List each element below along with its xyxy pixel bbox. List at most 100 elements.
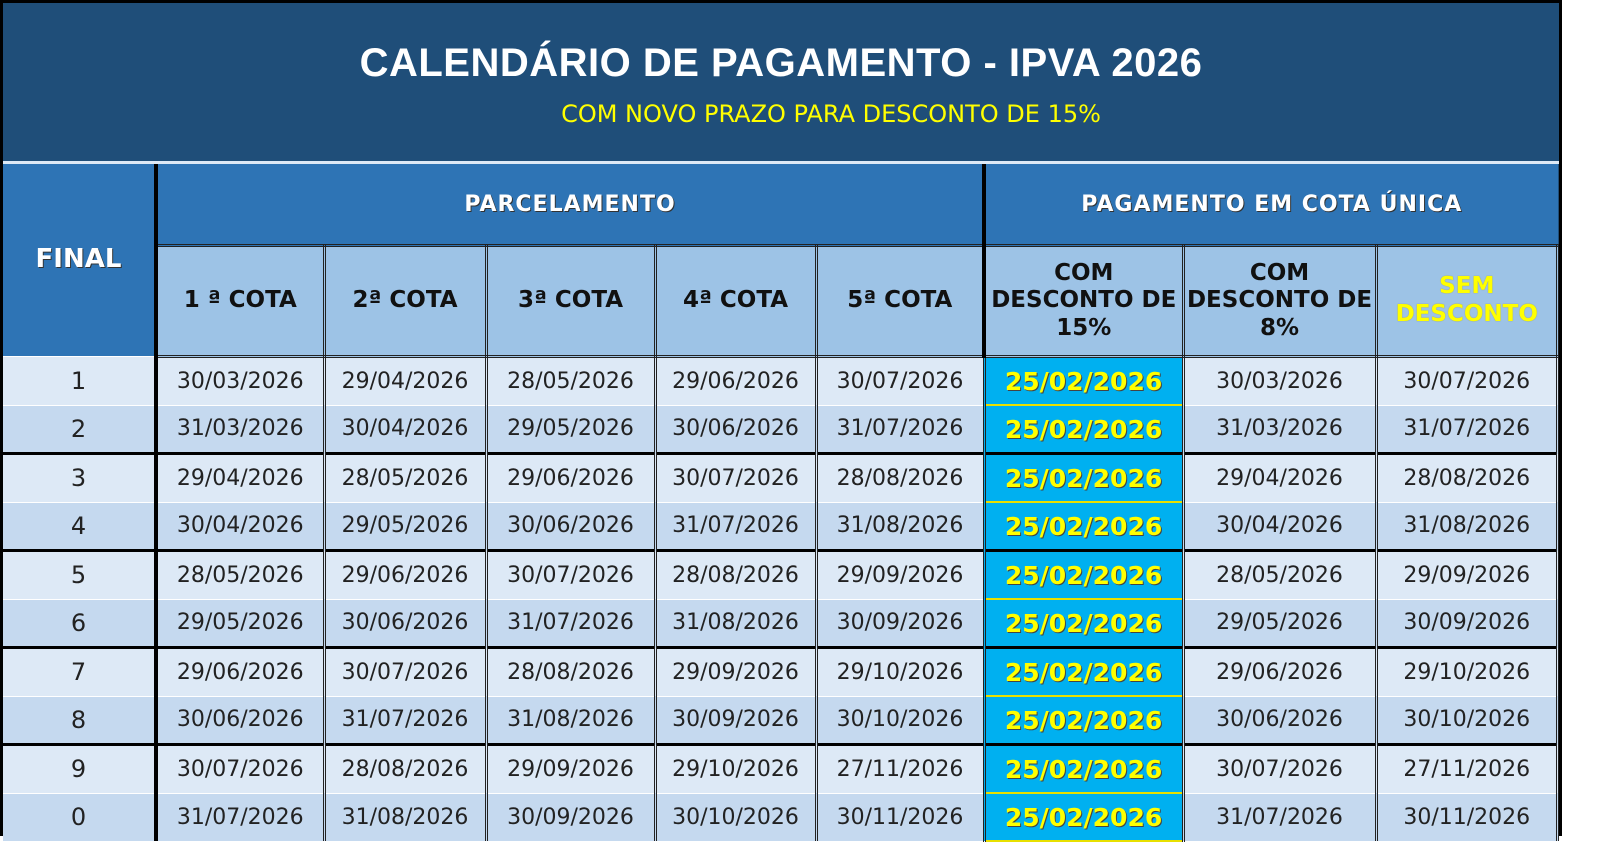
date-cell: 30/07/2026 [1374, 356, 1560, 405]
date-cell: 31/07/2026 [1181, 792, 1378, 841]
date-cell: 31/08/2026 [322, 792, 488, 841]
group-header-parcelamento: PARCELAMENTO [156, 164, 985, 246]
date-cell: 29/06/2026 [154, 646, 326, 696]
table-row: 9 30/07/2026 28/08/2026 29/09/2026 29/10/202… [3, 743, 1560, 794]
final-digit: 6 [3, 598, 158, 648]
date-cell: 30/04/2026 [322, 404, 488, 454]
date-cell: 31/03/2026 [1181, 404, 1378, 454]
date-cell: 30/10/2026 [814, 695, 986, 745]
date-cell: 29/05/2026 [484, 404, 657, 454]
date-cell: 31/07/2026 [814, 404, 986, 454]
table-row: 7 29/06/2026 30/07/2026 28/08/2026 29/09/202… [3, 646, 1560, 697]
highlighted-date-cell: 25/02/2026 [983, 404, 1185, 455]
table-row: 6 29/05/2026 30/06/2026 31/07/2026 31/08/202… [3, 598, 1560, 649]
column-header: COM DESCONTO DE 15% [982, 244, 1185, 358]
date-cell: 30/11/2026 [1374, 792, 1560, 841]
final-digit: 9 [3, 743, 158, 793]
date-cell: 30/06/2026 [484, 501, 657, 551]
date-cell: 28/08/2026 [322, 743, 488, 793]
date-cell: 28/08/2026 [814, 452, 986, 502]
date-cell: 28/08/2026 [484, 646, 657, 696]
date-cell: 29/04/2026 [322, 356, 488, 405]
final-digit: 0 [3, 792, 158, 841]
date-cell: 30/07/2026 [653, 452, 818, 502]
date-cell: 30/04/2026 [1181, 501, 1378, 551]
date-cell: 30/07/2026 [154, 743, 326, 793]
date-cell: 31/08/2026 [484, 695, 657, 745]
highlighted-date-cell: 25/02/2026 [983, 549, 1185, 600]
date-cell: 29/10/2026 [653, 743, 818, 793]
date-cell: 30/10/2026 [1374, 695, 1560, 745]
date-cell: 31/08/2026 [1374, 501, 1560, 551]
date-cell: 30/06/2026 [1181, 695, 1378, 745]
table-row: 2 31/03/2026 30/04/2026 29/05/2026 30/06/202… [3, 404, 1560, 455]
date-cell: 30/09/2026 [1374, 598, 1560, 648]
highlighted-date-cell: 25/02/2026 [983, 598, 1185, 649]
date-cell: 28/05/2026 [322, 452, 488, 502]
date-cell: 31/07/2026 [484, 598, 657, 648]
table-row: 1 30/03/2026 29/04/2026 28/05/2026 29/06/202… [3, 355, 1560, 406]
title-bar: CALENDÁRIO DE PAGAMENTO - IPVA 2026 COM … [3, 3, 1559, 164]
date-cell: 29/05/2026 [154, 598, 326, 648]
payment-table: FINAL PARCELAMENTO PAGAMENTO EM COTA ÚNI… [3, 164, 1560, 842]
date-cell: 30/09/2026 [814, 598, 986, 648]
date-cell: 28/05/2026 [484, 356, 657, 405]
date-cell: 30/07/2026 [1181, 743, 1378, 793]
final-digit: 1 [3, 356, 158, 405]
column-header: 2ª COTA [322, 244, 488, 358]
highlighted-date-cell: 25/02/2026 [983, 501, 1185, 552]
final-digit: 5 [3, 549, 158, 599]
date-cell: 29/04/2026 [154, 452, 326, 502]
date-cell: 29/06/2026 [484, 452, 657, 502]
date-cell: 29/06/2026 [653, 356, 818, 405]
group-header-cota-unica: PAGAMENTO EM COTA ÚNICA [982, 164, 1558, 246]
column-header: 4ª COTA [653, 244, 818, 358]
column-header: COM DESCONTO DE 8% [1181, 244, 1378, 358]
table-row: 4 30/04/2026 29/05/2026 30/06/2026 31/07/202… [3, 501, 1560, 552]
date-cell: 31/07/2026 [154, 792, 326, 841]
date-cell: 30/07/2026 [484, 549, 657, 599]
date-cell: 29/10/2026 [814, 646, 986, 696]
ipva-calendar: CALENDÁRIO DE PAGAMENTO - IPVA 2026 COM … [0, 0, 1562, 842]
date-cell: 28/05/2026 [1181, 549, 1378, 599]
highlighted-date-cell: 25/02/2026 [983, 792, 1185, 842]
final-digit: 2 [3, 404, 158, 454]
final-digit: 8 [3, 695, 158, 745]
column-header: 3ª COTA [484, 244, 657, 358]
final-digit: 4 [3, 501, 158, 551]
date-cell: 30/07/2026 [322, 646, 488, 696]
date-cell: 30/04/2026 [154, 501, 326, 551]
date-cell: 29/06/2026 [322, 549, 488, 599]
table-row: 8 30/06/2026 31/07/2026 31/08/2026 30/09/202… [3, 695, 1560, 746]
date-cell: 27/11/2026 [1374, 743, 1560, 793]
date-cell: 28/08/2026 [1374, 452, 1560, 502]
final-digit: 7 [3, 646, 158, 696]
date-cell: 29/05/2026 [322, 501, 488, 551]
highlighted-date-cell: 25/02/2026 [983, 355, 1185, 406]
date-cell: 30/09/2026 [653, 695, 818, 745]
highlighted-date-cell: 25/02/2026 [983, 646, 1185, 697]
date-cell: 30/10/2026 [653, 792, 818, 841]
date-cell: 28/05/2026 [154, 549, 326, 599]
date-cell: 29/06/2026 [1181, 646, 1378, 696]
date-cell: 31/07/2026 [1374, 404, 1560, 454]
page-subtitle: COM NOVO PRAZO PARA DESCONTO DE 15% [561, 100, 1101, 128]
date-cell: 29/09/2026 [484, 743, 657, 793]
column-header: 1 ª COTA [154, 244, 326, 358]
date-cell: 28/08/2026 [653, 549, 818, 599]
table-row: 0 31/07/2026 31/08/2026 30/09/2026 30/10/202… [3, 792, 1560, 842]
date-cell: 31/07/2026 [653, 501, 818, 551]
date-cell: 29/10/2026 [1374, 646, 1560, 696]
date-cell: 30/09/2026 [484, 792, 657, 841]
date-cell: 30/06/2026 [653, 404, 818, 454]
highlighted-date-cell: 25/02/2026 [983, 695, 1185, 746]
date-cell: 29/09/2026 [814, 549, 986, 599]
date-cell: 30/06/2026 [322, 598, 488, 648]
date-cell: 31/07/2026 [322, 695, 488, 745]
highlighted-date-cell: 25/02/2026 [983, 743, 1185, 794]
column-header: SEM DESCONTO [1374, 244, 1560, 358]
date-cell: 30/07/2026 [814, 356, 986, 405]
table-row: 3 29/04/2026 28/05/2026 29/06/2026 30/07/202… [3, 452, 1560, 503]
date-cell: 29/09/2026 [1374, 549, 1560, 599]
date-cell: 31/08/2026 [653, 598, 818, 648]
